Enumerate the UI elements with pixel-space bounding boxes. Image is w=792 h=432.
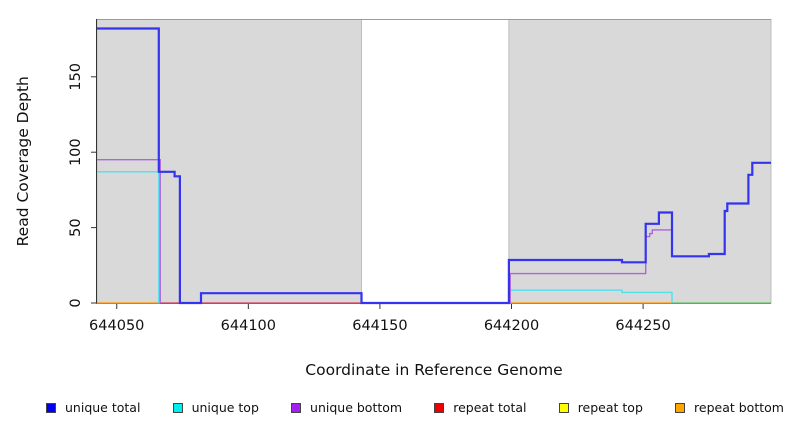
y-tick-label: 100: [68, 138, 84, 166]
legend-swatch-icon: [291, 403, 302, 413]
x-tick-label: 644100: [221, 318, 276, 334]
legend-item-repeat-bottom: repeat bottom: [675, 399, 784, 415]
shaded-region-1: [96, 19, 362, 304]
legend-item-repeat-total: repeat total: [434, 399, 527, 415]
legend-label: unique top: [191, 399, 259, 415]
x-tick-label: 644200: [484, 318, 539, 334]
x-tick-label: 644050: [89, 318, 144, 334]
y-tick-label: 50: [68, 218, 84, 236]
legend-label: repeat top: [577, 399, 643, 415]
series-line-unique-total: [97, 27, 771, 305]
legend-swatch-icon: [172, 403, 183, 413]
x-axis-title: Coordinate in Reference Genome: [305, 361, 562, 379]
legend-item-repeat-top: repeat top: [558, 399, 643, 415]
legend-swatch-icon: [46, 403, 56, 413]
legend-item-unique-top: unique top: [172, 399, 259, 415]
legend-item-unique-bottom: unique bottom: [291, 399, 403, 415]
legend-swatch-icon: [434, 403, 445, 413]
legend-label: unique total: [65, 399, 141, 415]
y-axis-title: Read Coverage Depth: [14, 76, 32, 246]
y-tick-label: 0: [68, 298, 84, 307]
legend-item-unique-total: unique total: [46, 399, 141, 415]
x-tick-label: 644150: [352, 318, 407, 334]
legend-swatch-icon: [558, 403, 569, 413]
shaded-region-2: [508, 19, 772, 304]
legend-label: repeat bottom: [694, 399, 784, 415]
legend-label: repeat total: [453, 399, 527, 415]
chart-legend: unique total unique top unique bottom repea…: [46, 399, 784, 417]
legend-label: unique bottom: [310, 399, 403, 415]
legend-swatch-icon: [675, 403, 686, 413]
x-tick-label: 644250: [615, 318, 670, 334]
y-tick-label: 150: [68, 63, 84, 91]
series-line-unique-bottom: [97, 159, 161, 303]
